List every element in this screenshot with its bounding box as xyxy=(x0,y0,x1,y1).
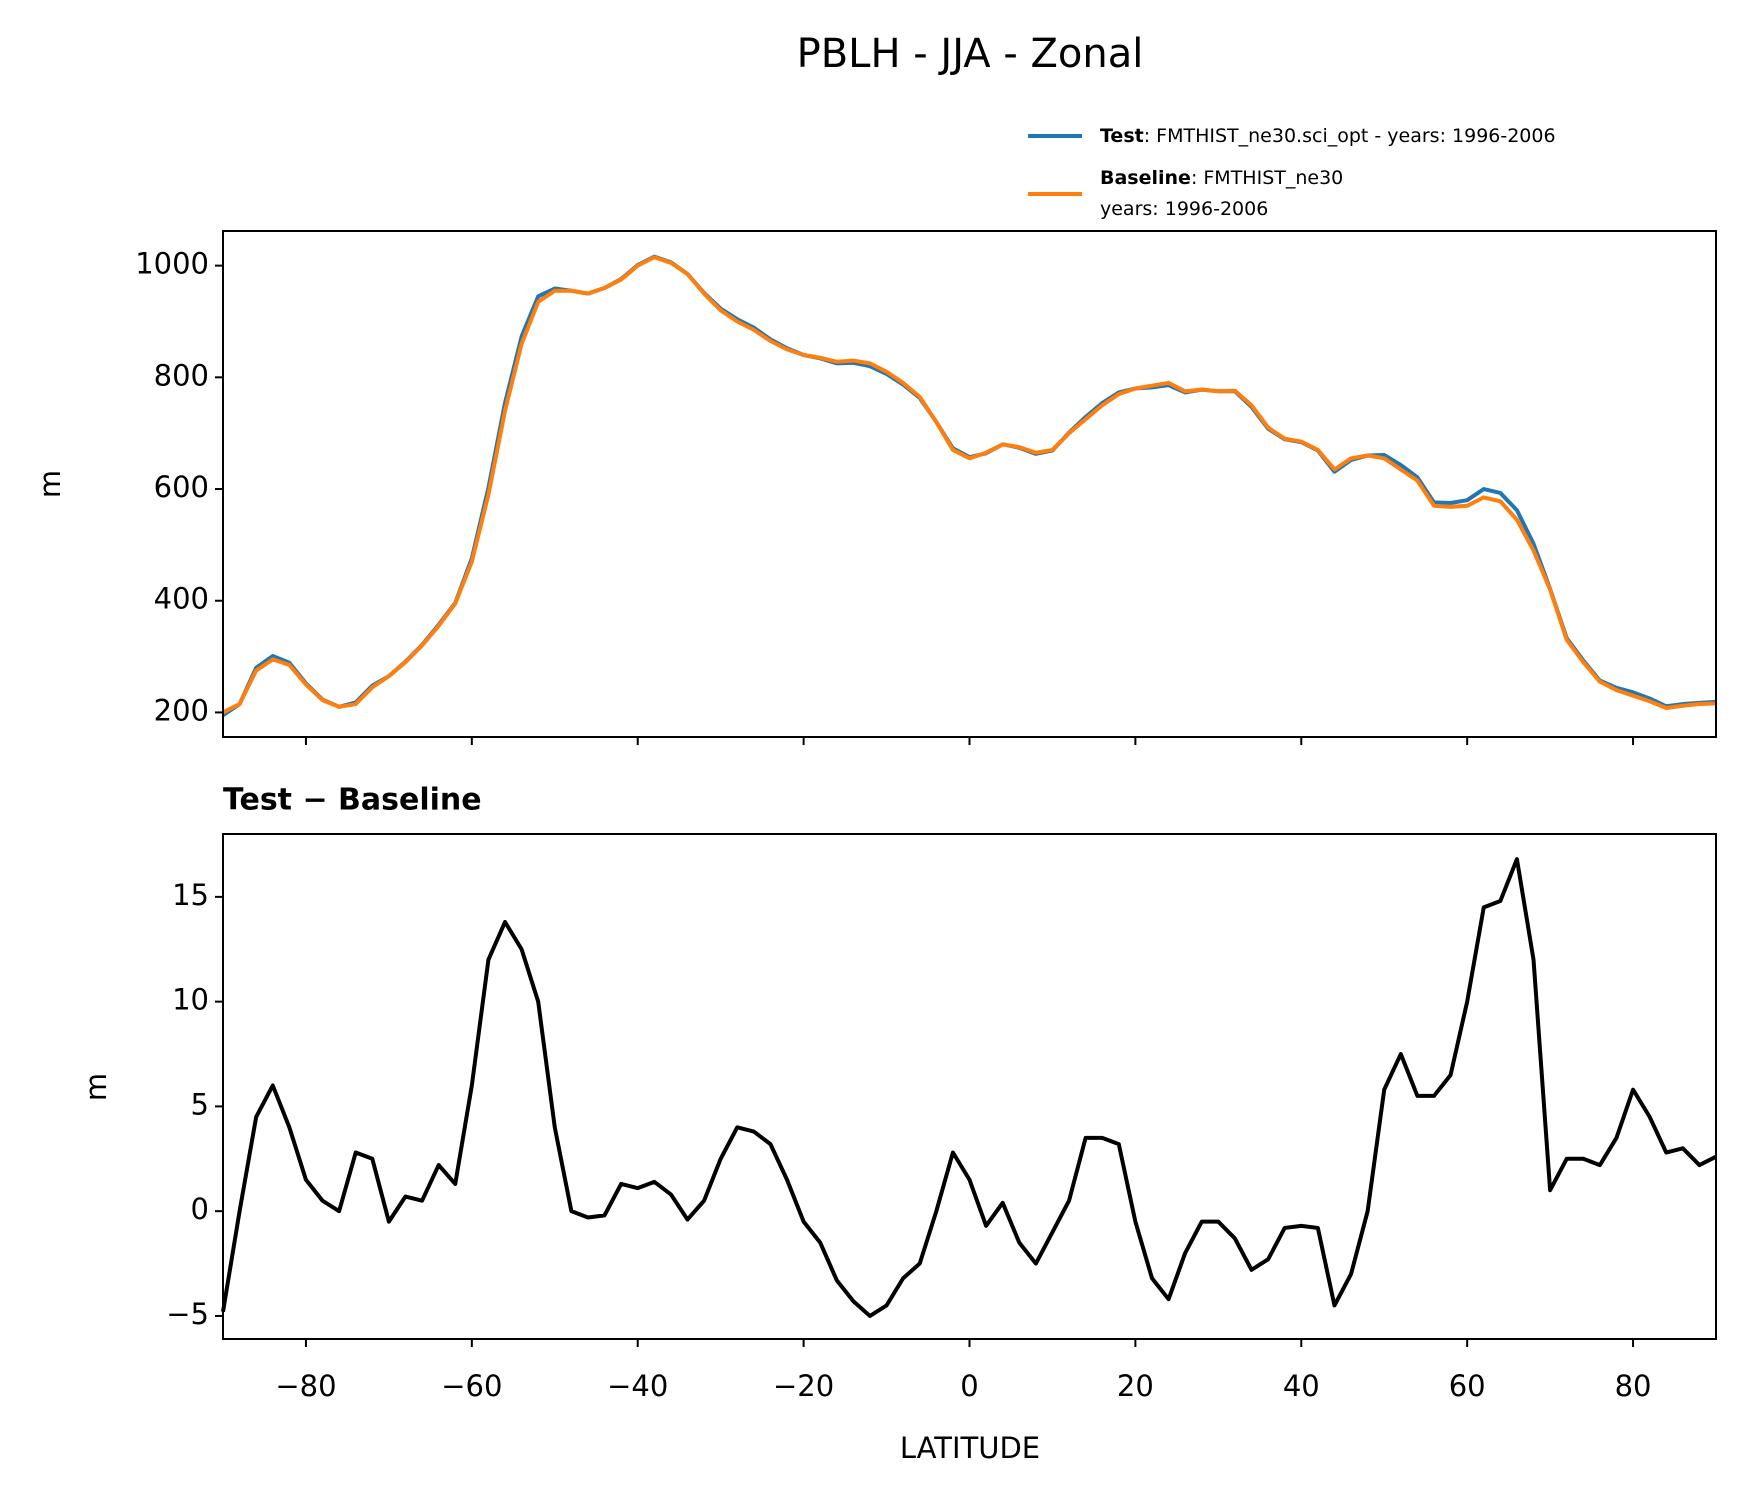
y-tick-label: 5 xyxy=(191,1087,209,1121)
axes-frame xyxy=(222,833,1717,1340)
data-line xyxy=(221,857,1717,1318)
x-tick-label: −80 xyxy=(275,1369,336,1403)
data-line xyxy=(221,254,1717,717)
y-tick-label: −5 xyxy=(166,1297,209,1331)
axes-frame xyxy=(222,230,1717,738)
y-tick-label: 15 xyxy=(172,878,209,912)
y-axis-label: m xyxy=(79,1073,113,1101)
y-tick-label: 400 xyxy=(154,582,209,616)
x-tick-label: 60 xyxy=(1449,1369,1486,1403)
data-line xyxy=(222,255,1717,715)
legend-name: Test xyxy=(1100,125,1144,147)
x-tick-label: 40 xyxy=(1283,1369,1320,1403)
chart-title: PBLH - JJA - Zonal xyxy=(797,31,1144,77)
y-tick-label: 800 xyxy=(154,358,209,392)
legend-text: : FMTHIST_ne30.sci_opt - years: 1996-200… xyxy=(1144,125,1556,147)
legend-name: Baseline xyxy=(1100,167,1191,189)
x-tick-label: −40 xyxy=(607,1369,668,1403)
subplot-title: Test − Baseline xyxy=(223,783,482,818)
x-tick-label: −20 xyxy=(773,1369,834,1403)
x-tick-label: 0 xyxy=(960,1369,978,1403)
y-tick-label: 600 xyxy=(154,470,209,504)
x-tick-label: −60 xyxy=(441,1369,502,1403)
x-tick-label: 20 xyxy=(1117,1369,1154,1403)
legend-label: years: 1996-2006 xyxy=(1100,198,1268,220)
y-tick-label: 200 xyxy=(154,693,209,727)
x-tick-label: 80 xyxy=(1615,1369,1652,1403)
y-tick-label: 0 xyxy=(191,1192,209,1226)
legend-text: years: 1996-2006 xyxy=(1100,198,1268,220)
y-tick-label: 10 xyxy=(172,983,209,1017)
x-axis-label: LATITUDE xyxy=(900,1431,1040,1465)
legend-text: : FMTHIST_ne30 xyxy=(1191,167,1343,189)
y-axis-label: m xyxy=(33,470,67,498)
legend-label: Baseline: FMTHIST_ne30 xyxy=(1100,167,1343,189)
legend-label: Test: FMTHIST_ne30.sci_opt - years: 1996… xyxy=(1100,125,1556,147)
y-tick-label: 1000 xyxy=(135,247,209,281)
